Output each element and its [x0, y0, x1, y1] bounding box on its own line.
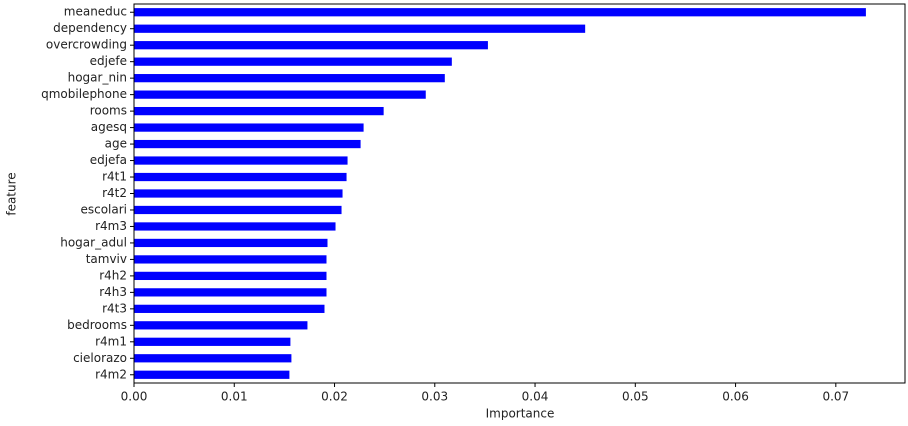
- bar: [134, 255, 327, 264]
- bar: [134, 288, 327, 297]
- y-tick-label: edjefa: [90, 153, 127, 167]
- bar: [134, 156, 348, 165]
- bar: [134, 189, 343, 198]
- bar: [134, 57, 452, 66]
- y-tick-label: rooms: [90, 104, 127, 118]
- bar: [134, 271, 327, 281]
- x-tick-label: 0.05: [622, 390, 649, 404]
- y-tick-label: escolari: [80, 202, 127, 216]
- bar: [134, 337, 291, 346]
- bar: [134, 41, 488, 50]
- bar: [134, 304, 325, 313]
- x-tick-label: 0.02: [321, 390, 348, 404]
- x-axis-label: Importance: [486, 407, 555, 421]
- y-tick-label: agesq: [91, 120, 127, 134]
- bar: [134, 74, 445, 83]
- y-tick-label: age: [105, 137, 127, 151]
- y-tick-label: dependency: [53, 21, 127, 35]
- bar: [134, 172, 347, 182]
- x-tick-label: 0.06: [722, 390, 749, 404]
- bar: [134, 139, 361, 149]
- y-axis-label: feature: [5, 172, 19, 215]
- y-tick-label: r4h2: [99, 268, 127, 282]
- y-tick-label: r4t2: [102, 186, 127, 200]
- y-tick-label: cielorazo: [73, 351, 127, 365]
- y-tick-label: hogar_adul: [60, 235, 127, 249]
- y-tick-label: overcrowding: [46, 38, 127, 52]
- y-tick-label: meaneduc: [64, 5, 127, 19]
- x-tick-label: 0.00: [121, 390, 148, 404]
- bar: [134, 321, 308, 330]
- y-tick-label: edjefe: [90, 54, 127, 68]
- bar: [134, 354, 292, 363]
- bar: [134, 222, 336, 231]
- bar: [134, 90, 426, 99]
- x-tick-label: 0.03: [421, 390, 448, 404]
- y-tick-label: r4m1: [95, 334, 127, 348]
- bar: [134, 8, 866, 17]
- y-tick-label: r4t1: [102, 170, 127, 184]
- plot-frame: [133, 3, 906, 384]
- y-tick-label: r4t3: [102, 301, 127, 315]
- x-tick-label: 0.04: [522, 390, 549, 404]
- x-tick-label: 0.07: [822, 390, 849, 404]
- y-tick-label: qmobilephone: [41, 87, 127, 101]
- bar: [134, 123, 364, 132]
- y-tick-label: r4h3: [99, 285, 127, 299]
- bar: [134, 238, 328, 248]
- x-tick-label: 0.01: [221, 390, 248, 404]
- y-tick-label: hogar_nin: [68, 71, 127, 85]
- y-tick-label: r4m2: [95, 367, 127, 381]
- y-tick-label: tamviv: [86, 252, 127, 266]
- bar: [134, 370, 290, 379]
- bar: [134, 106, 384, 116]
- y-tick-label: bedrooms: [67, 318, 127, 332]
- bar: [134, 24, 586, 33]
- y-tick-label: r4m3: [95, 219, 127, 233]
- bar: [134, 205, 342, 215]
